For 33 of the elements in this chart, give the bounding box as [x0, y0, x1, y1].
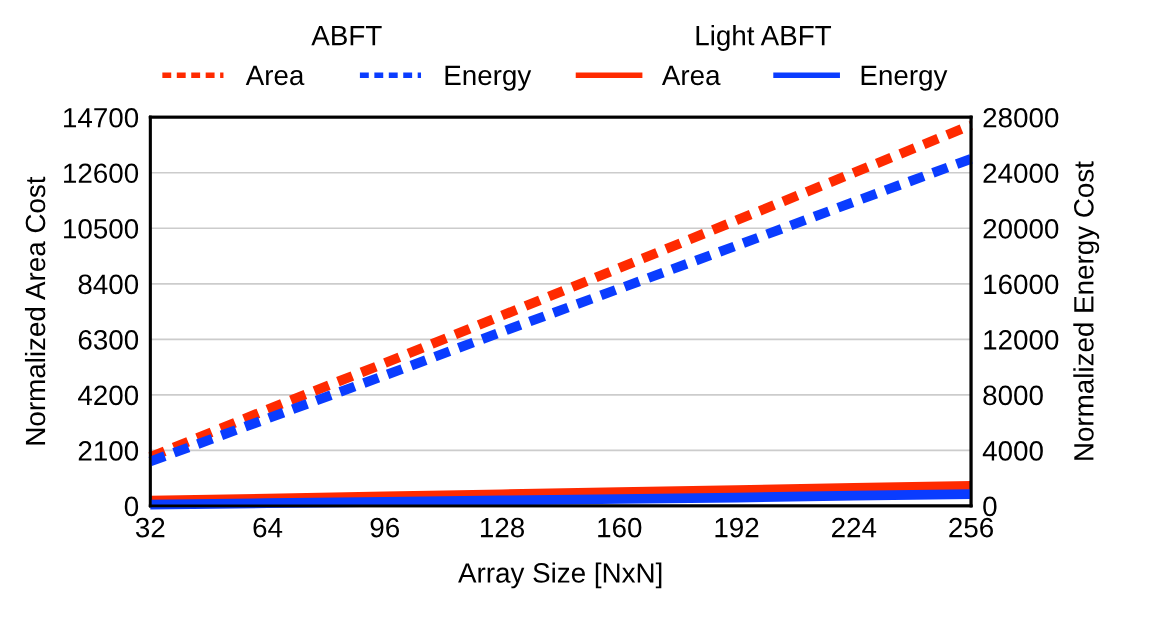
- y-tick-label: 14700: [64, 107, 139, 128]
- y-tick-label: 12600: [64, 163, 139, 184]
- x-tick-label: 64: [253, 517, 283, 538]
- y2-tick-label: 20000: [983, 218, 1059, 239]
- x-tick-label: 96: [370, 517, 400, 538]
- y-tick-label: 4200: [78, 385, 139, 406]
- y2-tick-label: 16000: [984, 274, 1059, 295]
- y2-tick-label: 28000: [983, 107, 1059, 128]
- x-tick-label: 192: [715, 517, 759, 538]
- y-tick-label: 6300: [78, 330, 139, 350]
- y-tick-label: 0: [124, 496, 139, 517]
- x-tick-label: 224: [832, 517, 877, 538]
- x-tick-label: 160: [598, 517, 642, 538]
- x-axis-title: Array Size [NxN]: [458, 562, 662, 589]
- y2-tick-label: 8000: [983, 385, 1043, 406]
- y-axis-title: Normalized Area Cost: [24, 176, 46, 445]
- legend-label: Energy: [861, 65, 948, 91]
- x-tick-label: 256: [949, 517, 993, 538]
- y-tick-label: 10500: [64, 218, 139, 239]
- y-tick-label: 2100: [78, 441, 139, 461]
- text: ABFT: [311, 26, 382, 46]
- legend-label: Area: [661, 65, 721, 86]
- y2-tick-label: 4000: [982, 441, 1043, 461]
- y-tick-label: 8400: [78, 274, 139, 295]
- x-tick-label: 128: [480, 517, 524, 538]
- x-tick-label: 32: [135, 517, 165, 538]
- text: Light ABFT: [696, 25, 832, 51]
- y2-tick-label: 0: [983, 496, 997, 517]
- legend-label: Energy: [445, 65, 532, 91]
- legend-label: Area: [245, 65, 305, 86]
- y2-tick-label: 24000: [983, 163, 1059, 184]
- y2-tick-label: 12000: [984, 330, 1059, 350]
- y2-axis-title: Normalized Energy Cost: [1073, 161, 1100, 460]
